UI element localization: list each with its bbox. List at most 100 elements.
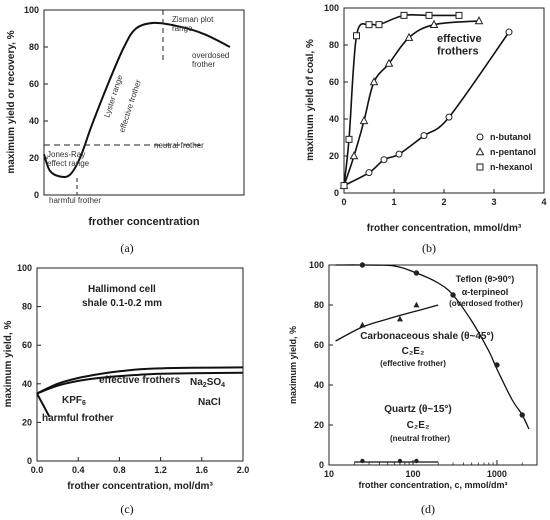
panel-d-curve-shale: [335, 304, 439, 342]
panel-b-annotation: effective frothers: [437, 33, 482, 58]
panel-c-x-tick-label: 0.0: [31, 465, 44, 475]
panel-b-point-n-butanol: [380, 156, 388, 164]
panel-b-x-tick-label: 1: [391, 197, 396, 207]
panel-a-y-ticks: 0 20 40 60 80 100: [24, 5, 48, 200]
panel-d-shale-line-3: (effective frother): [380, 359, 446, 368]
panel-a-frame: [43, 9, 245, 196]
panel-b-point-n-pentanol: [359, 115, 369, 125]
panel-b-legend-label-n-pentanol: n-pentanol: [490, 147, 536, 157]
panel-c-y-tick-label: 0: [27, 456, 32, 466]
panel-c-x-tick-label: 1.2: [154, 465, 167, 475]
panel-d-x-tick-label: 1000: [487, 469, 507, 479]
panel-a-zisman-label: Zisman plot range: [172, 15, 214, 33]
panel-d-shale-line-2: C₂E₂: [402, 346, 425, 357]
panel-d-curves: [335, 264, 530, 463]
panel-d-shale-line-1: Carbonaceous shale (θ~45°): [360, 331, 494, 342]
panel-a-harmful-label: harmful frother: [49, 196, 101, 205]
panel-c-y-tick-label: 40: [22, 379, 32, 389]
panel-c-y-tick-label: 20: [22, 417, 32, 427]
panel-d-points: [359, 262, 525, 464]
panel-c-na2so4-label: Na2SO4: [190, 377, 225, 389]
panel-b-point-n-pentanol: [404, 32, 414, 41]
panel-a-jones-ray-label: Jones-Ray effect range: [47, 150, 90, 168]
panel-d-point-quartz: [360, 458, 365, 464]
panel-b-curve-n-butanol: [343, 31, 510, 187]
panel-b-point-n-pentanol: [369, 77, 379, 86]
panel-c-caption: (c): [120, 502, 133, 516]
panel-d-x-label: frother concentration, c, mmol/dm³: [358, 480, 507, 490]
panel-d-point-quartz: [414, 458, 419, 464]
panel-d-point-teflon: [450, 292, 456, 298]
panel-c-x-tick-label: 0.4: [72, 465, 85, 475]
panel-c-x-tick-label: 0.8: [113, 465, 126, 475]
panel-c-nacl-label: NaCl: [198, 397, 221, 408]
panel-b-y-tick-label: 60: [329, 77, 339, 87]
panel-d-teflon-line-3: (overdosed frother): [449, 299, 523, 308]
panel-b-x-label: frother concentration, mmol/dm³: [367, 223, 522, 234]
panel-c-kpf6-label: KPF6: [62, 395, 86, 407]
panel-c-curve-KPF6: [36, 392, 51, 418]
panel-c-harmful-label: harmful frother: [42, 413, 114, 424]
panel-a-neutral-label: neutral frother: [154, 141, 204, 150]
panel-b-point-n-hexanol: [345, 135, 353, 143]
panel-d-curve-teflon: [335, 264, 530, 430]
panel-b-x-tick-label: 3: [491, 197, 496, 207]
panel-d-quartz-line-1: Quartz (θ~15°): [384, 404, 451, 415]
panel-b-point-n-pentanol: [429, 19, 439, 28]
panel-c-x-tick-label: 2.0: [237, 465, 250, 475]
panel-c-x-tick-label: 1.6: [196, 465, 209, 475]
panel-b-y-tick-label: 0: [334, 188, 339, 198]
panel-d-quartz-line-2: C₂E₂: [407, 420, 430, 431]
panel-b-legend-marker-n-pentanol: [475, 147, 485, 156]
panel-a-x-label: frother concentration: [88, 216, 200, 228]
panel-b-y-tick-label: 80: [329, 40, 339, 50]
panel-a-caption: (a): [120, 241, 133, 255]
panel-a-curve: [43, 21, 231, 178]
panel-d-point-shale: [413, 301, 420, 308]
panel-a-lyster-label: Lyster range: [102, 73, 124, 118]
panel-b-legend: n-butanol n-pentanol n-hexanol: [475, 132, 536, 172]
panel-c-curves: [36, 366, 244, 418]
panel-b-point-n-butanol: [365, 169, 373, 177]
panel-d-point-shale: [396, 315, 403, 322]
panel-c-curve-Na2SO4: [36, 366, 244, 395]
panel-b-x-tick-label: 0: [341, 197, 346, 207]
panel-d: 0 20 40 60 80 100 10 100 1000 Teflon (θ>90°) α-t…: [288, 260, 538, 516]
panel-c-title-line-2: shale 0.1-0.2 mm: [82, 298, 162, 309]
panel-c-y-label: maximum yield, %: [3, 321, 14, 408]
panel-b-point-n-butanol: [420, 132, 428, 140]
panel-b-x-tick-label: 2: [441, 197, 446, 207]
panel-b-point-n-butanol: [445, 113, 453, 121]
panel-d-teflon-line-2: α-terpineol: [462, 287, 509, 297]
panel-c-ticks: 0 20 40 60 80 100 0.0 0.4 0.8 1.2 1.6 2.0: [17, 263, 249, 475]
panel-d-point-teflon: [519, 412, 525, 418]
panel-b-point-n-pentanol: [474, 16, 484, 25]
panel-a: 0 20 40 60 80 100 Zisman plot range overdosed f…: [6, 5, 245, 255]
panel-d-y-tick-label: 100: [309, 260, 324, 270]
panel-a-overdosed-label: overdosed frother: [192, 51, 229, 69]
panel-d-teflon-line-1: Teflon (θ>90°): [456, 274, 515, 284]
panel-d-quartz-line-3: (neutral frother): [390, 434, 450, 443]
panel-d-point-quartz: [397, 458, 403, 464]
panel-d-y-tick-label: 20: [314, 420, 324, 430]
panel-d-point-shale: [359, 321, 366, 328]
panel-c-curve-NaCl: [36, 371, 244, 395]
panel-a-y-label: maximum yield or recovery, %: [6, 30, 17, 173]
panel-b-x-tick-label: 4: [541, 197, 546, 207]
panel-b-legend-marker-n-hexanol: [476, 163, 484, 171]
panel-c-frame: [36, 267, 244, 462]
panel-a-y-tick-label: 60: [29, 79, 39, 89]
panel-c-y-tick-label: 100: [17, 263, 32, 273]
panel-b-point-n-butanol: [505, 28, 513, 36]
panel-b-legend-label-n-hexanol: n-hexanol: [490, 162, 533, 172]
panel-a-y-tick-label: 80: [29, 42, 39, 52]
panel-b-point-n-pentanol: [384, 58, 394, 67]
panel-b-y-tick-label: 40: [329, 114, 339, 124]
panel-b-point-n-hexanol: [455, 11, 463, 19]
panel-b-point-n-hexanol: [353, 32, 360, 40]
panel-b-point-n-hexanol: [400, 11, 408, 19]
panel-d-y-tick-label: 60: [314, 340, 324, 350]
panel-d-y-tick-label: 40: [314, 380, 324, 390]
panel-d-frame: [328, 264, 538, 466]
